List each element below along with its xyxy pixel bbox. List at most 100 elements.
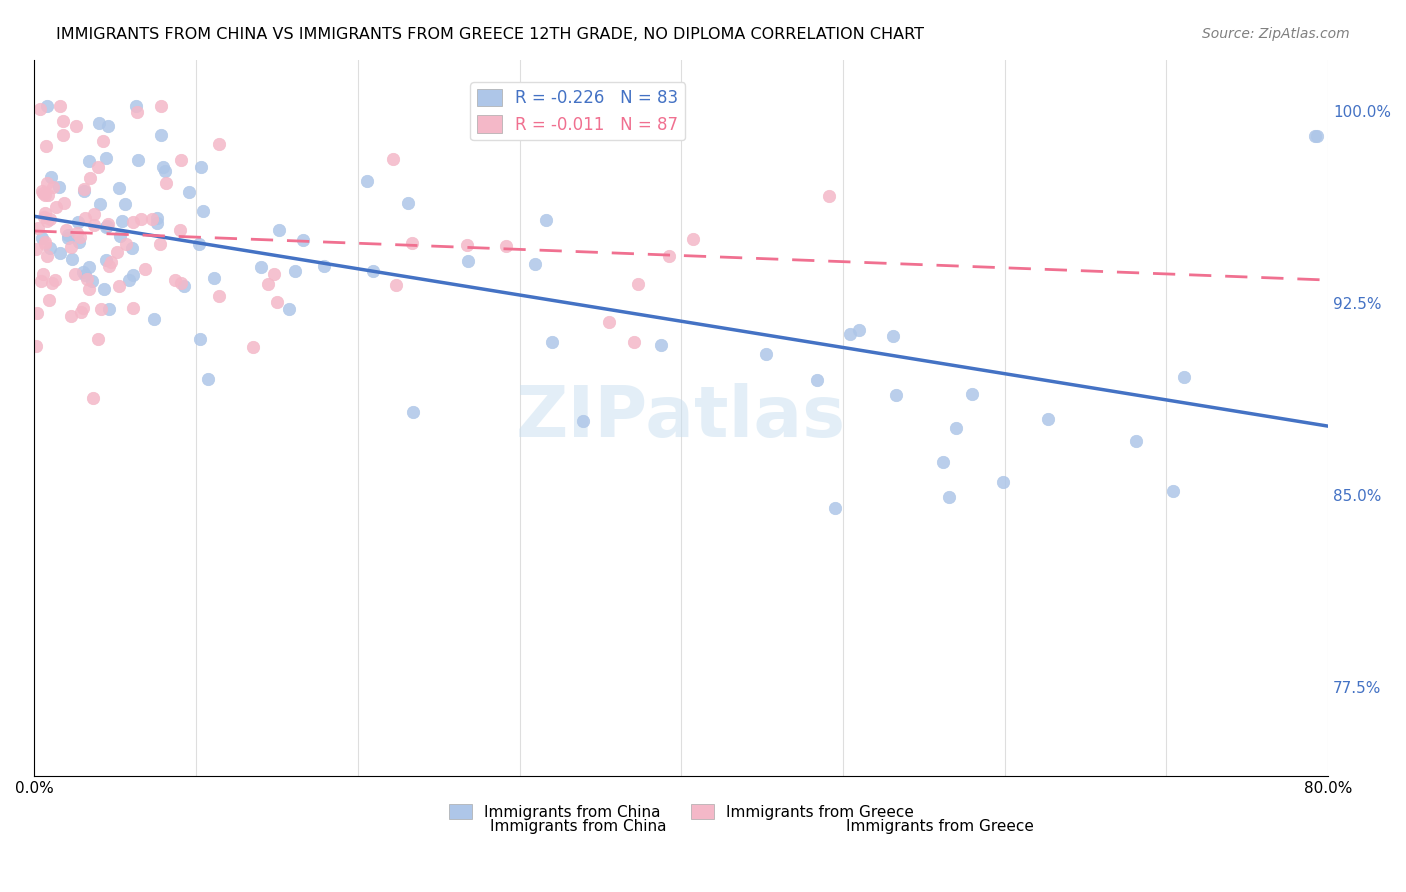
Point bbox=[456, 237, 478, 252]
Point bbox=[35, 176, 58, 190]
Point bbox=[250, 260, 273, 274]
Point bbox=[45, 200, 67, 214]
Point bbox=[277, 302, 299, 317]
Point bbox=[263, 267, 285, 281]
Point bbox=[60, 309, 83, 323]
Point bbox=[25, 242, 48, 256]
Point bbox=[73, 268, 96, 282]
Point bbox=[269, 223, 291, 237]
Point bbox=[145, 211, 167, 226]
Point bbox=[108, 279, 131, 293]
Point bbox=[190, 160, 212, 174]
Point bbox=[73, 184, 96, 198]
Point bbox=[98, 260, 121, 274]
Point bbox=[401, 235, 423, 250]
Point bbox=[72, 301, 94, 316]
Point bbox=[30, 102, 52, 116]
Point bbox=[42, 180, 65, 194]
Point bbox=[960, 387, 983, 401]
Point bbox=[125, 105, 148, 120]
Point bbox=[149, 98, 172, 112]
Point bbox=[66, 227, 89, 241]
Point bbox=[56, 228, 79, 243]
Point bbox=[598, 315, 620, 329]
Point bbox=[1125, 434, 1147, 449]
Point bbox=[108, 181, 131, 195]
Point bbox=[72, 265, 94, 279]
Point bbox=[208, 289, 231, 303]
Text: Immigrants from China: Immigrants from China bbox=[489, 819, 666, 834]
Point bbox=[173, 279, 195, 293]
Point bbox=[149, 128, 172, 142]
Text: Source: ZipAtlas.com: Source: ZipAtlas.com bbox=[1202, 27, 1350, 41]
Point bbox=[39, 212, 62, 227]
Point bbox=[37, 248, 59, 262]
Point bbox=[56, 231, 79, 245]
Point bbox=[98, 302, 121, 317]
Point bbox=[34, 235, 56, 250]
Point bbox=[93, 282, 115, 296]
Point bbox=[382, 152, 405, 166]
Point bbox=[1306, 129, 1329, 144]
Point bbox=[993, 475, 1015, 489]
Point bbox=[142, 312, 165, 326]
Point bbox=[107, 245, 129, 260]
Point bbox=[41, 276, 63, 290]
Point bbox=[65, 267, 87, 281]
Legend: Immigrants from China, Immigrants from Greece: Immigrants from China, Immigrants from G… bbox=[443, 797, 920, 826]
Point bbox=[623, 334, 645, 349]
Point bbox=[838, 326, 860, 341]
Point bbox=[312, 259, 335, 273]
Point bbox=[32, 210, 55, 224]
Point bbox=[34, 206, 56, 220]
Point bbox=[193, 204, 215, 219]
Point bbox=[356, 174, 378, 188]
Point bbox=[100, 254, 122, 268]
Point bbox=[163, 273, 186, 287]
Point bbox=[35, 98, 58, 112]
Point bbox=[824, 501, 846, 516]
Point bbox=[495, 239, 517, 253]
Text: Immigrants from Greece: Immigrants from Greece bbox=[846, 819, 1033, 834]
Point bbox=[1038, 412, 1060, 426]
Point bbox=[817, 189, 839, 203]
Point bbox=[38, 293, 60, 308]
Point bbox=[65, 120, 87, 134]
Point bbox=[153, 164, 176, 178]
Point bbox=[34, 236, 56, 251]
Point bbox=[682, 232, 704, 246]
Point bbox=[96, 219, 118, 234]
Point bbox=[44, 273, 66, 287]
Point bbox=[76, 272, 98, 286]
Point bbox=[534, 213, 557, 227]
Point bbox=[170, 153, 193, 167]
Point bbox=[149, 236, 172, 251]
Point bbox=[25, 338, 48, 352]
Point bbox=[755, 347, 778, 361]
Point bbox=[37, 214, 59, 228]
Text: IMMIGRANTS FROM CHINA VS IMMIGRANTS FROM GREECE 12TH GRADE, NO DIPLOMA CORRELATI: IMMIGRANTS FROM CHINA VS IMMIGRANTS FROM… bbox=[56, 27, 924, 42]
Point bbox=[79, 171, 101, 186]
Point bbox=[108, 228, 131, 243]
Point bbox=[155, 177, 177, 191]
Point bbox=[121, 242, 143, 256]
Point bbox=[540, 334, 562, 349]
Point bbox=[96, 151, 118, 165]
Point bbox=[396, 196, 419, 211]
Point bbox=[55, 223, 77, 237]
Point bbox=[125, 98, 148, 112]
Point bbox=[69, 230, 91, 244]
Point bbox=[571, 414, 593, 428]
Point bbox=[945, 420, 967, 434]
Point bbox=[188, 332, 211, 346]
Point bbox=[49, 246, 72, 260]
Point bbox=[52, 196, 75, 211]
Point bbox=[60, 252, 83, 267]
Point bbox=[806, 373, 828, 387]
Point bbox=[87, 116, 110, 130]
Point bbox=[242, 340, 264, 354]
Point bbox=[291, 233, 314, 247]
Point bbox=[97, 119, 120, 133]
Point bbox=[627, 277, 650, 291]
Point bbox=[1303, 129, 1326, 144]
